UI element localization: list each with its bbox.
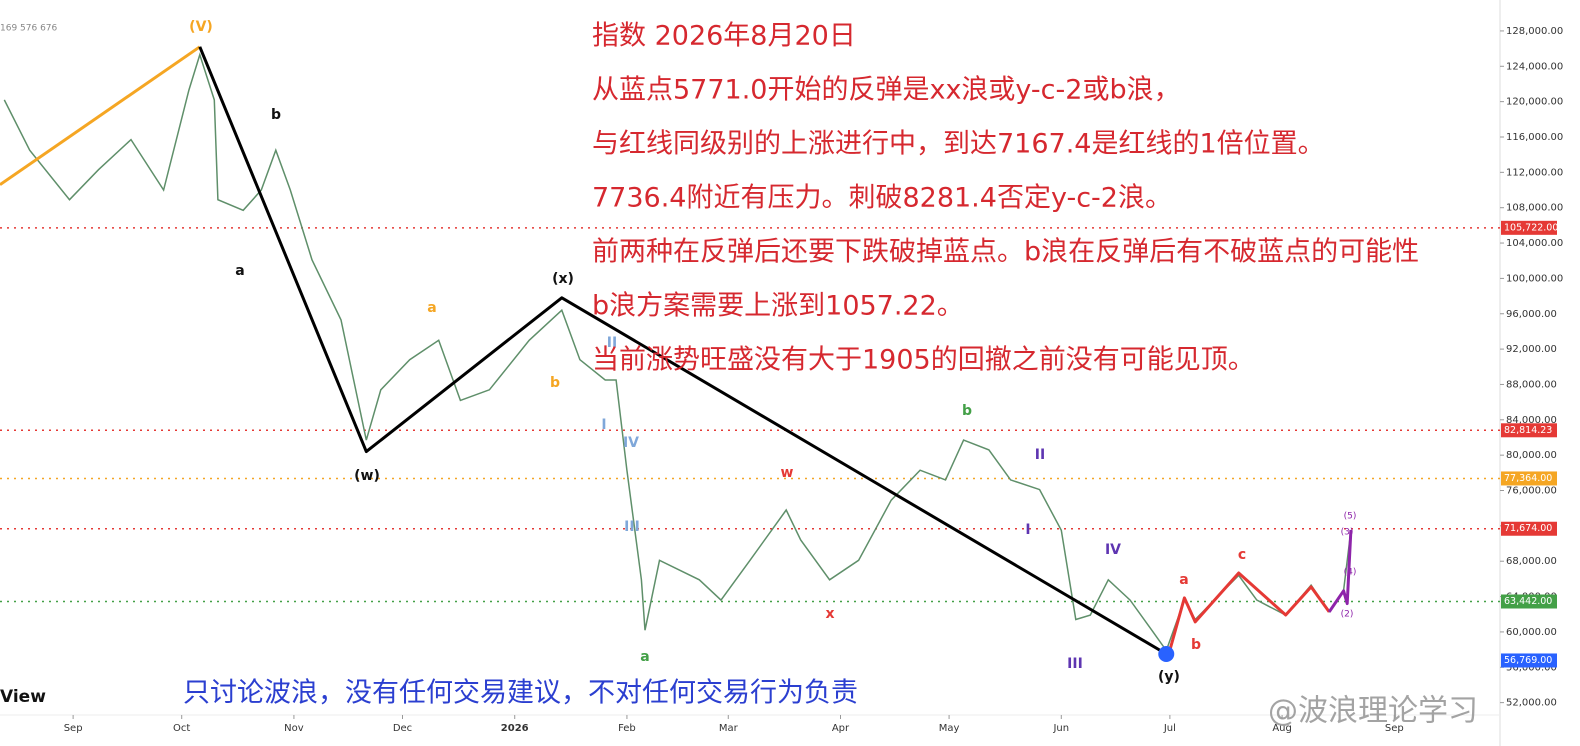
wave-label: (2) [1341, 610, 1354, 620]
wave-label: (3) [1341, 528, 1354, 538]
wave-label: II [607, 335, 617, 351]
y-tick-label: 120,000.00 [1506, 97, 1563, 108]
level-label: 82,814.23 [1504, 425, 1552, 436]
disclaimer: 只讨论波浪，没有任何交易建议，不对任何交易行为负责 [183, 678, 858, 709]
level-label: 71,674.00 [1504, 523, 1552, 534]
wave-label: (y) [1158, 669, 1180, 685]
x-tick-label: Apr [832, 723, 850, 734]
blue-point [1158, 646, 1175, 663]
wave-label: b [962, 403, 972, 419]
wave-label: a [1179, 572, 1188, 588]
level-label: 105,722.00 [1504, 222, 1558, 233]
y-tick-label: 96,000.00 [1506, 309, 1557, 320]
wave-line [198, 46, 1168, 656]
wave-label: c [1238, 547, 1246, 563]
wave-label: x [825, 606, 834, 622]
x-tick-label: 2026 [501, 723, 529, 734]
header: 169 576 676 [0, 24, 58, 34]
y-tick-label: 88,000.00 [1506, 379, 1557, 390]
x-tick-label: Jun [1052, 723, 1069, 734]
annotation: 当前涨势旺盛没有大于1905的回撤之前没有可能见顶。 [592, 345, 1255, 376]
level-box [1501, 653, 1557, 668]
wave-label: b [550, 375, 560, 391]
wave-line [1327, 529, 1353, 613]
level-label: 77,364.00 [1504, 473, 1552, 484]
wave-line [1168, 571, 1331, 651]
level-box [1501, 471, 1557, 486]
level-label: 63,442.00 [1504, 596, 1552, 607]
x-tick-label: Feb [618, 723, 636, 734]
wave-label: IV [623, 435, 639, 451]
wave-label: a [235, 263, 244, 279]
y-tick-label: 76,000.00 [1506, 486, 1557, 497]
y-tick-label: 68,000.00 [1506, 556, 1557, 567]
y-tick-label: 124,000.00 [1506, 61, 1563, 72]
level-box [1501, 521, 1557, 536]
price-line [3, 52, 1352, 653]
wave-label: III [1067, 656, 1083, 672]
y-tick-label: 108,000.00 [1506, 203, 1563, 214]
annotation: 从蓝点5771.0开始的反弹是xx浪或y-c-2或b浪， [592, 75, 1181, 106]
wave-label: II [1035, 447, 1045, 463]
x-tick-label: Sep [1385, 723, 1404, 734]
y-tick-label: 56,000.00 [1506, 662, 1557, 673]
y-tick-label: 116,000.00 [1506, 132, 1563, 143]
annotation: 7736.4附近有压力。刺破8281.4否定y-c-2浪。 [592, 183, 1172, 214]
y-tick-label: 104,000.00 [1506, 238, 1563, 249]
wave-line [0, 45, 201, 186]
y-tick-label: 128,000.00 [1506, 26, 1563, 37]
wave-label: (V) [189, 19, 213, 35]
x-tick-label: Sep [64, 723, 83, 734]
y-tick-label: 52,000.00 [1506, 698, 1557, 709]
wave-label: a [640, 649, 649, 665]
y-tick-label: 100,000.00 [1506, 273, 1563, 284]
wave-label: b [271, 107, 281, 123]
brand: View [0, 687, 46, 707]
wave-label: (w) [354, 468, 380, 484]
annotation: b浪方案需要上涨到1057.22。 [592, 291, 964, 322]
annotation: 前两种在反弹后还要下跌破掉蓝点。b浪在反弹后有不破蓝点的可能性 [592, 237, 1419, 268]
level-box [1501, 594, 1557, 609]
x-tick-label: Mar [719, 723, 739, 734]
wave-label: a [427, 300, 436, 316]
wave-label: (x) [552, 271, 574, 287]
wave-label: b [1191, 637, 1201, 653]
wave-label: (5) [1344, 512, 1357, 522]
wave-label: w [781, 465, 794, 481]
x-tick-label: Dec [393, 723, 412, 734]
x-tick-label: May [939, 723, 960, 734]
level-box [1501, 220, 1557, 235]
x-tick-label: Jul [1163, 723, 1176, 734]
wave-label: III [624, 519, 640, 535]
annotation: 指数 2026年8月20日 [592, 21, 856, 52]
x-tick-label: Nov [284, 723, 304, 734]
y-tick-label: 80,000.00 [1506, 450, 1557, 461]
x-tick-label: Aug [1272, 723, 1292, 734]
x-tick-label: Oct [173, 723, 190, 734]
y-tick-label: 60,000.00 [1506, 627, 1557, 638]
y-tick-label: 84,000.00 [1506, 415, 1557, 426]
wave-label: IV [1105, 542, 1121, 558]
y-tick-label: 92,000.00 [1506, 344, 1557, 355]
watermark: @波浪理论学习 [1268, 694, 1478, 729]
level-box [1501, 423, 1557, 438]
annotation: 与红线同级别的上涨进行中，到达7167.4是红线的1倍位置。 [592, 129, 1325, 160]
level-label: 56,769.00 [1504, 655, 1552, 666]
wave-label: I [1025, 522, 1030, 538]
wave-label: (4) [1344, 568, 1357, 578]
wave-label: I [601, 417, 606, 433]
y-tick-label: 112,000.00 [1506, 167, 1563, 178]
